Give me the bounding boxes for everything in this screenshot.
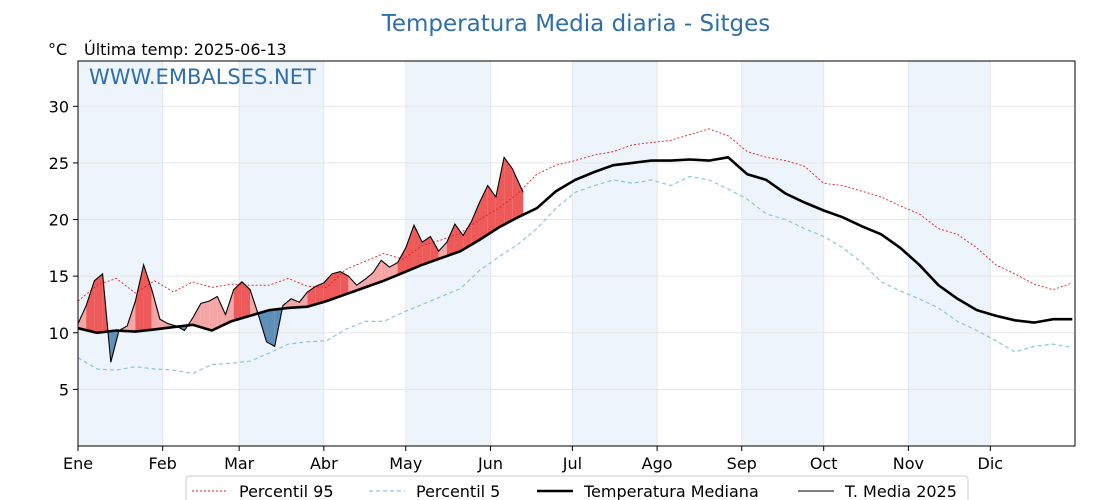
above-median-fill [159,319,169,329]
y-tick-label: 10 [49,324,69,343]
x-tick-label: Dic [978,454,1004,473]
median-line [77,155,1073,335]
legend-label-median: Temperatura Mediana [583,482,759,500]
x-tick-label: Ago [642,454,673,473]
above-median-fill [495,157,505,230]
month-band [908,61,991,446]
percentile-95-line [77,128,1073,302]
above-median-fill [413,225,423,269]
above-median-fill [446,224,455,257]
month-band [78,61,163,446]
below-median-fill [266,309,275,347]
above-median-fill [463,221,472,250]
series-lines [77,128,1073,375]
above-median-fill [512,168,524,221]
chart-title: Temperatura Media diaria - Sitges [381,11,771,37]
x-tick-label: Oct [810,454,838,473]
x-tick-label: May [389,454,422,473]
x-axis-ticks: Ene Feb Mar Abr May Jun Jul Ago Sep Oct Nov Dic [63,446,1003,473]
above-median-fill [454,224,464,254]
above-median-fill [225,289,234,325]
y-tick-label: 20 [49,211,69,230]
legend-label-p5: Percentil 5 [416,482,500,500]
above-median-fill [291,298,300,308]
above-median-fill [438,242,447,259]
above-median-fill [86,280,95,333]
above-median-fill [143,264,152,331]
month-band [239,61,324,446]
above-median-fill [241,281,251,319]
watermark: WWW.EMBALSES.NET [89,65,316,89]
above-median-fill [504,157,513,225]
above-median-fill [422,236,431,265]
month-bands [78,61,991,446]
y-axis-ticks: 5 10 15 20 25 30 [49,97,78,399]
legend: Percentil 95 Percentil 5 Temperatura Media… [185,475,969,500]
above-median-fill [299,292,308,308]
legend-label-current: T. Media 2025 [844,482,957,500]
above-median-fill [340,271,349,297]
x-tick-label: Mar [224,454,255,473]
plot-frame [77,60,1076,447]
x-tick-label: Jul [562,454,582,473]
month-band [572,61,658,446]
above-median-fill [348,276,357,294]
above-median-fill [192,303,201,328]
above-median-fill [315,282,324,305]
above-median-fill [78,305,87,331]
above-median-fill [373,260,382,285]
x-tick-label: Nov [893,454,924,473]
above-median-fill [209,296,218,330]
legend-box [185,475,969,500]
above-median-fill [332,271,341,300]
above-median-fill [135,264,144,332]
x-tick-label: Ene [63,454,93,473]
month-band [741,61,824,446]
x-tick-label: Abr [310,454,338,473]
x-tick-label: Sep [727,454,757,473]
legend-label-p95: Percentil 95 [239,482,334,500]
above-median-fill [430,236,439,262]
above-median-fill [307,286,316,307]
above-median-fill [487,185,496,235]
x-tick-label: Jun [477,454,503,473]
current-year-line [77,155,524,363]
y-tick-label: 15 [49,267,69,286]
y-tick-label: 30 [49,97,69,116]
unit-label: °C [48,40,67,59]
y-tick-label: 25 [49,154,69,173]
above-median-fill [397,247,406,276]
above-median-fill [151,289,160,330]
percentile-5-line [77,175,1073,375]
above-median-fill [233,281,242,321]
above-median-fill [217,296,226,328]
anomaly-fills [78,157,524,363]
last-update-label: Última temp: 2025-06-13 [84,40,287,59]
y-tick-label: 5 [59,380,69,399]
above-median-fill [471,202,480,245]
x-tick-label: Feb [149,454,177,473]
above-median-fill [200,301,210,330]
above-median-fill [94,273,103,333]
above-median-fill [405,225,414,272]
above-median-fill [364,272,374,288]
